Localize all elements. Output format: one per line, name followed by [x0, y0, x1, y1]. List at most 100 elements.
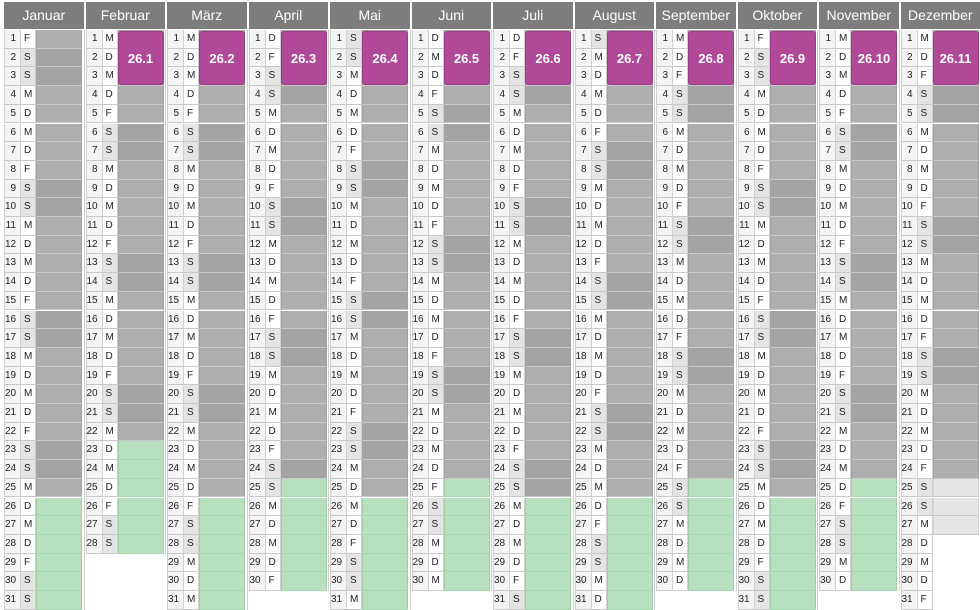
period-bar-grey[interactable] — [525, 104, 571, 124]
day-number[interactable]: 22 — [574, 422, 592, 442]
period-bar-grey[interactable] — [525, 142, 571, 161]
day-number[interactable]: 17 — [411, 329, 429, 348]
period-bar-grey[interactable] — [851, 291, 897, 311]
day-number[interactable]: 2 — [574, 48, 592, 68]
day-number[interactable]: 10 — [4, 198, 21, 217]
period-bar-grey[interactable] — [36, 441, 82, 461]
day-number[interactable]: 30 — [737, 572, 755, 591]
day-number[interactable]: 9 — [819, 179, 836, 199]
period-bar-grey[interactable] — [199, 273, 245, 292]
period-bar-grey[interactable] — [606, 123, 653, 143]
day-number[interactable]: 18 — [900, 347, 918, 367]
day-number[interactable]: 15 — [248, 291, 266, 311]
period-bar-green[interactable] — [688, 478, 734, 498]
period-bar-green[interactable] — [525, 534, 571, 554]
day-number[interactable]: 18 — [493, 347, 510, 367]
day-number[interactable]: 23 — [248, 441, 266, 461]
period-bar-green[interactable] — [362, 572, 408, 591]
period-bar-grey[interactable] — [606, 422, 653, 442]
period-bar-grey[interactable] — [362, 160, 408, 180]
day-number[interactable]: 6 — [900, 123, 918, 143]
day-number[interactable]: 8 — [656, 160, 673, 180]
month-header[interactable]: Februar — [85, 2, 165, 29]
day-number[interactable]: 27 — [900, 516, 918, 535]
period-bar-grey[interactable] — [606, 310, 653, 330]
day-number[interactable]: 19 — [411, 366, 429, 386]
period-bar-green[interactable] — [769, 497, 816, 517]
day-number[interactable]: 5 — [330, 104, 347, 124]
period-bar-grey[interactable] — [769, 235, 816, 255]
day-number[interactable]: 17 — [167, 329, 184, 348]
period-bar-grey[interactable] — [280, 347, 327, 367]
period-bar-green[interactable] — [36, 516, 82, 535]
period-bar-grey[interactable] — [769, 422, 816, 442]
day-number[interactable]: 5 — [493, 104, 510, 124]
period-bar-green[interactable] — [851, 497, 897, 517]
day-number[interactable]: 28 — [248, 534, 266, 554]
day-number[interactable]: 25 — [4, 478, 21, 498]
day-number[interactable]: 5 — [900, 104, 918, 124]
period-bar-grey[interactable] — [199, 422, 245, 442]
month-header[interactable]: Oktober — [737, 2, 817, 29]
period-bar-grey[interactable] — [443, 198, 490, 217]
day-number[interactable]: 16 — [493, 310, 510, 330]
period-bar-grey[interactable] — [443, 235, 490, 255]
day-number[interactable]: 27 — [493, 516, 510, 535]
day-number[interactable]: 27 — [85, 516, 103, 535]
day-number[interactable]: 17 — [493, 329, 510, 348]
day-number[interactable]: 27 — [574, 516, 592, 535]
day-number[interactable]: 7 — [411, 142, 429, 161]
month-header[interactable]: April — [248, 2, 328, 29]
day-number[interactable]: 22 — [167, 422, 184, 442]
period-bar-grey[interactable] — [117, 329, 164, 348]
period-bar-grey[interactable] — [280, 123, 327, 143]
period-bar-grey[interactable] — [443, 347, 490, 367]
day-number[interactable]: 13 — [4, 254, 21, 274]
day-number[interactable]: 8 — [4, 160, 21, 180]
period-bar-grey[interactable] — [688, 385, 734, 404]
day-number[interactable]: 30 — [900, 572, 918, 591]
period-bar-grey[interactable] — [606, 478, 653, 498]
period-bar-grey[interactable] — [932, 123, 979, 143]
day-number[interactable]: 12 — [85, 235, 103, 255]
day-number[interactable]: 4 — [737, 86, 755, 105]
period-bar-light[interactable] — [932, 497, 979, 517]
period-bar-grey[interactable] — [362, 273, 408, 292]
period-bar-grey[interactable] — [199, 478, 245, 498]
day-number[interactable]: 8 — [167, 160, 184, 180]
period-bar-green[interactable] — [280, 516, 327, 535]
period-bar-grey[interactable] — [280, 104, 327, 124]
period-bar-grey[interactable] — [443, 385, 490, 404]
day-number[interactable]: 16 — [167, 310, 184, 330]
day-number[interactable]: 8 — [493, 160, 510, 180]
day-number[interactable]: 19 — [737, 366, 755, 386]
day-number[interactable]: 10 — [819, 198, 836, 217]
period-bar-grey[interactable] — [199, 123, 245, 143]
period-bar-grey[interactable] — [362, 441, 408, 461]
day-number[interactable]: 13 — [330, 254, 347, 274]
period-bar-grey[interactable] — [688, 142, 734, 161]
day-number[interactable]: 29 — [330, 553, 347, 573]
period-bar-grey[interactable] — [443, 310, 490, 330]
day-number[interactable]: 31 — [574, 591, 592, 610]
period-bar-grey[interactable] — [851, 104, 897, 124]
day-number[interactable]: 29 — [900, 553, 918, 573]
period-bar-green[interactable] — [362, 591, 408, 610]
day-number[interactable]: 25 — [819, 478, 836, 498]
day-number[interactable]: 3 — [330, 67, 347, 87]
period-bar-grey[interactable] — [932, 422, 979, 442]
day-number[interactable]: 20 — [819, 385, 836, 404]
day-number[interactable]: 11 — [656, 217, 673, 236]
period-bar-grey[interactable] — [36, 329, 82, 348]
day-number[interactable]: 25 — [737, 478, 755, 498]
period-bar-grey[interactable] — [769, 142, 816, 161]
day-number[interactable]: 2 — [656, 48, 673, 68]
period-bar-green[interactable] — [688, 572, 734, 591]
day-number[interactable]: 18 — [656, 347, 673, 367]
day-number[interactable]: 12 — [411, 235, 429, 255]
day-number[interactable]: 22 — [819, 422, 836, 442]
day-number[interactable]: 18 — [737, 347, 755, 367]
day-number[interactable]: 16 — [737, 310, 755, 330]
period-bar-green[interactable] — [525, 572, 571, 591]
period-bar-grey[interactable] — [525, 86, 571, 105]
